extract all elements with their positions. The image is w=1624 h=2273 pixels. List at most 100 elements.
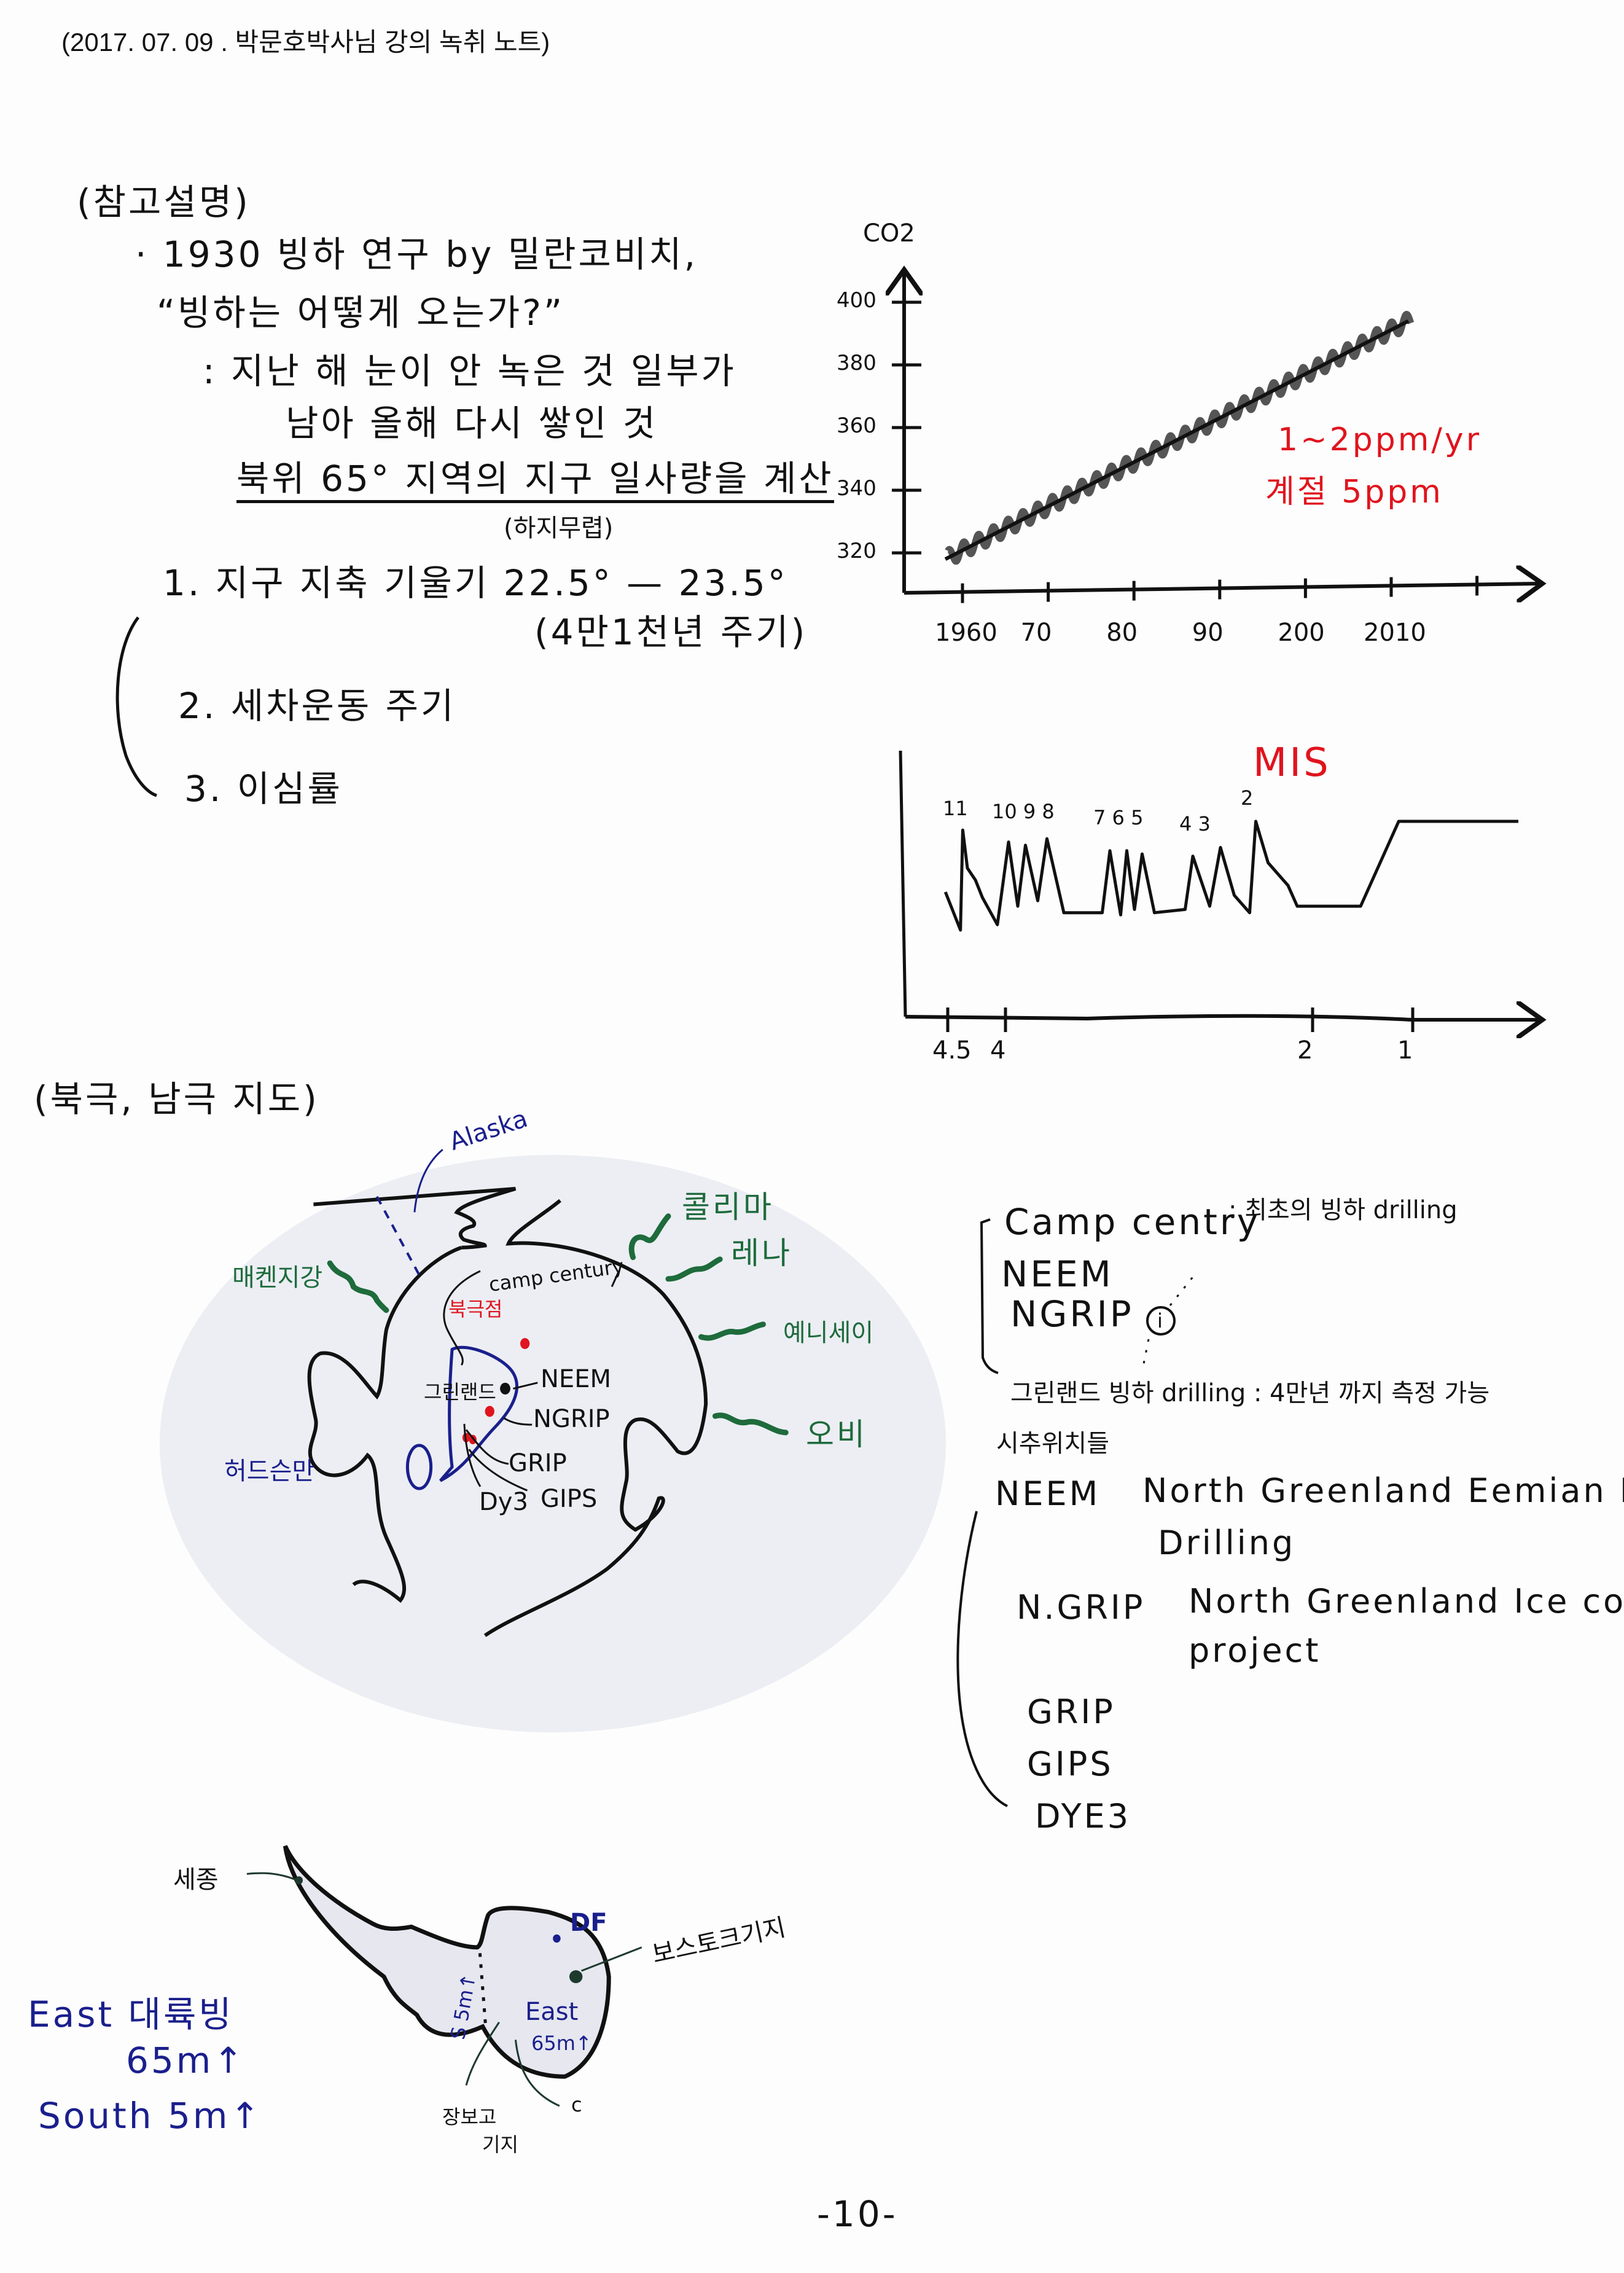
grip-leader — [466, 1430, 509, 1464]
mis-peak-label: 7 6 5 — [1093, 806, 1144, 829]
vostok-dot — [569, 1970, 583, 1984]
list-item: 3. 이심률 — [184, 768, 343, 810]
label-dye3: Dy3 — [479, 1488, 528, 1516]
site-neem: NEEM — [1001, 1253, 1114, 1295]
note-line: (하지무렵) — [504, 514, 614, 542]
greenland-outline — [440, 1347, 517, 1481]
site-camp-century: Camp centry — [1004, 1201, 1261, 1243]
lena-river — [668, 1259, 720, 1279]
co2-y-tick-label: 320 — [837, 539, 876, 563]
jangbogo-leader — [466, 2022, 499, 2086]
mis-x-axis — [905, 1016, 1539, 1020]
baffin-island — [407, 1446, 431, 1489]
mis-curve — [943, 820, 1518, 932]
vostok-leader — [582, 1947, 642, 1971]
mis-x-tick-label: 4.5 — [932, 1036, 972, 1065]
label-lena: 레나 — [731, 1235, 792, 1271]
co2-x-tick-label: 200 — [1278, 619, 1325, 647]
label-east-zone-height: 65m↑ — [531, 2032, 592, 2055]
label-hudson-bay: 허드슨만 — [224, 1457, 315, 1485]
note-line: (4만1천년 주기) — [534, 611, 808, 653]
note-line: 남아 올해 다시 쌓인 것 — [286, 402, 658, 444]
mackenzie-river — [330, 1263, 386, 1310]
group-bracket — [980, 1218, 999, 1374]
site-name: Drilling — [1158, 1524, 1296, 1562]
legend-south: South 5m↑ — [38, 2095, 262, 2137]
site-code: N.GRIP — [1017, 1588, 1146, 1627]
co2-y-tick-label: 400 — [837, 288, 876, 313]
greenland-note: 그린랜드 빙하 drilling : 4만년 까지 측정 가능 — [1010, 1379, 1490, 1407]
label-sejong: 세종 — [173, 1866, 219, 1894]
label-mackenzie: 매켄지강 — [232, 1264, 323, 1292]
co2-y-label: CO2 — [863, 219, 915, 248]
label-yenisei: 예니세이 — [783, 1319, 874, 1347]
dye3-leader — [464, 1424, 480, 1487]
site-name: project — [1189, 1631, 1321, 1670]
legend-east-height: 65m↑ — [126, 2040, 246, 2081]
label-neem: NEEM — [541, 1365, 611, 1393]
site-ngrip: NGRIP — [1010, 1293, 1134, 1335]
label-greenland: 그린랜드 — [424, 1380, 496, 1404]
co2-x-tick-label: 1960 — [935, 619, 997, 647]
co2-x-tick-label: 70 — [1020, 619, 1052, 647]
antarctic-map — [247, 1846, 642, 2106]
sites-heading: 시추위치들 — [996, 1430, 1109, 1458]
label-df: DF — [570, 1909, 607, 1937]
sejong-leader — [247, 1873, 296, 1880]
co2-trend-line — [944, 319, 1410, 561]
page-number: -10- — [817, 2193, 898, 2235]
arctic-coast-top — [313, 1189, 515, 1248]
arctic-map — [160, 1149, 946, 1732]
list-item: 2. 세차운동 주기 — [178, 685, 456, 727]
site-dot — [485, 1406, 494, 1417]
label-c: c — [571, 2093, 582, 2116]
mis-x-tick-label: 2 — [1297, 1036, 1313, 1065]
co2-x-axis — [904, 584, 1539, 593]
label-gips: GIPS — [541, 1485, 598, 1513]
label-jangbogo-2: 기지 — [482, 2133, 518, 2156]
list-bracket — [115, 616, 157, 797]
sejong-dot — [295, 1876, 303, 1885]
mis-title: MIS — [1253, 740, 1331, 786]
list-item: 1. 지구 지축 기울기 22.5° — 23.5° — [163, 562, 788, 604]
ngrip-leader — [504, 1418, 532, 1425]
co2-x-tick-label: 80 — [1106, 619, 1138, 647]
co2-x-tick-label: 90 — [1192, 619, 1224, 647]
note-line: “빙하는 어떻게 오는가?” — [157, 292, 564, 334]
camp-century-leader-end — [612, 1271, 619, 1287]
kolyma-river — [631, 1216, 668, 1258]
co2-y-tick-label: 360 — [837, 413, 876, 438]
mis-x-tick-label: 1 — [1397, 1036, 1413, 1065]
note-header: (2017. 07. 09 . 박문호박사님 강의 녹취 노트) — [61, 28, 550, 57]
label-jangbogo: 장보고 — [442, 2105, 497, 2129]
label-east-zone: East — [525, 1998, 579, 2026]
antarctica-outline — [285, 1846, 609, 2076]
mis-y-axis — [899, 750, 907, 1017]
ob-river — [715, 1415, 786, 1433]
site-code: GIPS — [1027, 1745, 1114, 1783]
map-heading: (북극, 남극 지도) — [34, 1078, 319, 1120]
site-dot — [469, 1434, 477, 1444]
neem-dot — [500, 1382, 510, 1395]
legend-east: East 대륙빙 — [28, 1993, 234, 2035]
co2-seasonal-line — [945, 311, 1415, 565]
co2-y-tick-label: 340 — [837, 476, 876, 501]
note-line-underlined: 북위 65° 지역의 지구 일사량을 계산 — [236, 461, 834, 503]
df-dot — [553, 1934, 561, 1943]
site-name: North Greenland Eemian Ice — [1142, 1471, 1624, 1510]
label-ngrip: NGRIP — [533, 1405, 610, 1433]
east-south-divider — [480, 1953, 485, 2024]
note-line: : 지난 해 눈이 안 녹은 것 일부가 — [203, 350, 736, 392]
site-dot — [520, 1338, 530, 1349]
co2-annotation: 계절 5ppm — [1265, 474, 1443, 511]
site-code: NEEM — [995, 1474, 1101, 1513]
co2-chart — [892, 273, 1539, 603]
label-north-pole: 북극점 — [448, 1297, 503, 1321]
co2-x-tick-label: 2010 — [1364, 619, 1426, 647]
site-code: DYE3 — [1035, 1797, 1131, 1836]
mis-peak-label: 10 9 8 — [992, 800, 1055, 823]
label-ob: 오비 — [806, 1417, 867, 1452]
camp-century-leader — [444, 1271, 480, 1365]
c-leader — [515, 2040, 559, 2106]
